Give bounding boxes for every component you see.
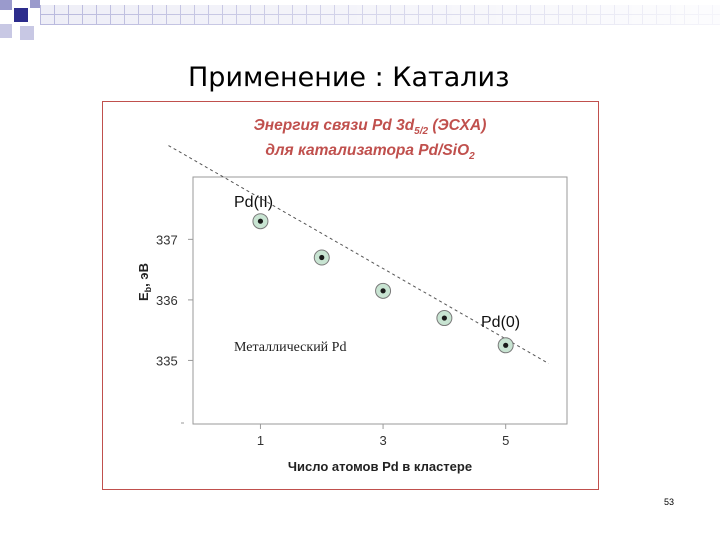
y-axis-label-main: E [136,292,151,301]
slide-title: Применение : Катализ [188,62,510,93]
y-axis-label-unit: , эВ [136,263,151,287]
y-tick-label: 337 [156,232,178,247]
annotation-pd0: Pd(0) [481,314,520,331]
trend-layer [168,145,549,364]
chart-title-line1: Энергия связи Pd 3d5/2 (ЭСХА) [0,117,720,137]
chart-title-line2-subscript: 2 [469,151,475,163]
points-layer [252,213,514,354]
x-tick-label: 3 [379,433,386,448]
x-axis-label: Число атомов Pd в кластере [288,459,472,474]
decor-square-light [20,26,34,40]
chart-title-line2-text: для катализатора Pd/SiO [265,142,470,159]
data-point [503,342,509,348]
labels-layer: Pd(II) Pd(0) Металлический Pd [234,194,520,355]
y-tick-label: 335 [156,353,178,368]
x-tick-label: 5 [502,433,509,448]
decor-square-light [30,0,40,8]
data-point [257,218,264,224]
decor-square-light [0,0,12,10]
slide-number: 53 [664,497,675,507]
chart-title-end: (ЭСХА) [428,117,487,134]
chart-title-line2: для катализатора Pd/SiO2 [0,142,720,162]
decor-square-dark [14,8,28,22]
data-point [380,288,386,294]
y-axis-label-subscript: b [143,286,153,292]
plot-area-frame [192,176,568,425]
chart-title-text: Энергия связи Pd 3d [253,117,415,134]
annotation-metal: Металлический Pd [234,340,346,355]
trend-line [168,145,549,364]
corner-decoration [0,0,40,40]
x-tick-label: 1 [257,433,264,448]
decor-square-light [0,24,12,38]
annotation-pd2: Pd(II) [234,194,273,211]
data-point [441,315,447,321]
y-tick-label: 336 [156,293,178,308]
data-point [319,254,325,261]
axes: 335 336 337 1 3 5 Число атомов Pd в кластере Eb… [136,176,568,474]
y-axis-label: Eb, эВ [136,263,153,301]
figure-frame [102,101,599,490]
chart-title-subscript: 5/2 [414,126,429,138]
header-band [40,5,720,25]
